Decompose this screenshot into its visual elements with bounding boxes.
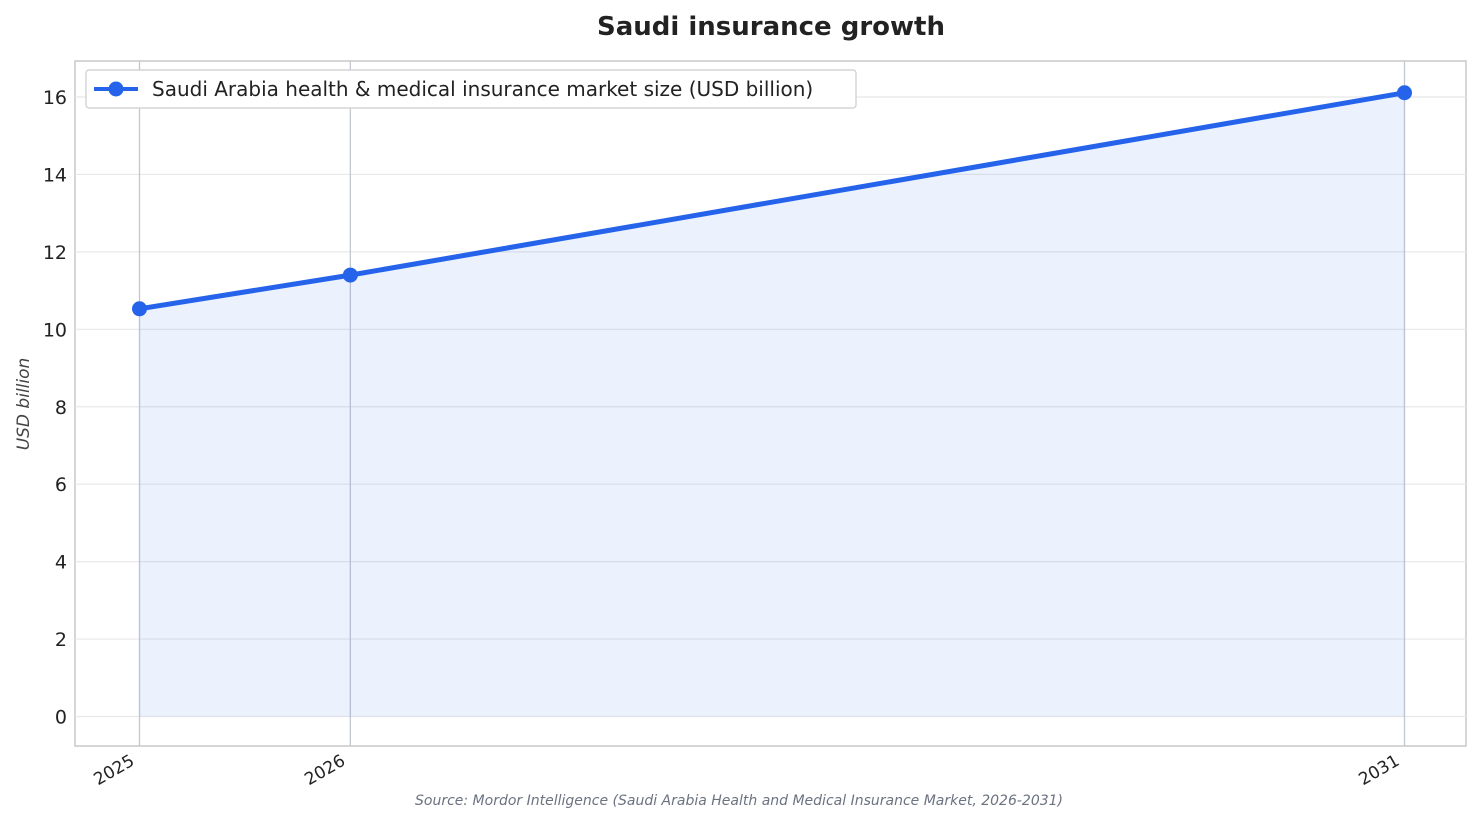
legend-box xyxy=(85,69,857,109)
area-layer xyxy=(139,92,1405,717)
y-axis-ticks: 0 2 4 6 8 10 12 14 16 xyxy=(43,87,67,729)
legend-marker-swatch xyxy=(108,81,124,97)
y-tick-label: 8 xyxy=(55,397,67,419)
y-tick-label: 2 xyxy=(55,629,67,651)
y-axis-label: USD billion xyxy=(14,358,34,451)
y-tick-label: 14 xyxy=(43,164,67,186)
y-tick-label: 12 xyxy=(43,242,67,264)
x-axis-ticks: 2025 2026 2031 xyxy=(91,751,1403,790)
area-fill xyxy=(139,92,1405,717)
x-gridlines xyxy=(138,61,1406,746)
y-tick-label: 6 xyxy=(55,474,67,496)
x-tick-label: 2026 xyxy=(301,751,348,790)
source-note: Source: Mordor Intelligence (Saudi Arabi… xyxy=(415,793,1063,809)
data-point xyxy=(1397,85,1412,101)
data-point xyxy=(342,267,358,283)
plot-area xyxy=(74,60,1467,747)
x-tick-label: 2025 xyxy=(91,751,138,790)
y-tick-label: 4 xyxy=(55,552,67,574)
data-point xyxy=(132,301,147,317)
y-tick-label: 10 xyxy=(43,319,67,341)
point-layer xyxy=(132,85,1412,317)
y-tick-label: 0 xyxy=(55,707,67,729)
y-tick-label: 16 xyxy=(43,87,67,109)
plot-frame xyxy=(74,60,1467,747)
legend-entry-label: Saudi Arabia health & medical insurance … xyxy=(152,77,813,101)
legend: Saudi Arabia health & medical insurance … xyxy=(85,69,857,109)
x-tick-label: 2031 xyxy=(1356,751,1403,790)
chart-title: Saudi insurance growth xyxy=(597,12,945,42)
